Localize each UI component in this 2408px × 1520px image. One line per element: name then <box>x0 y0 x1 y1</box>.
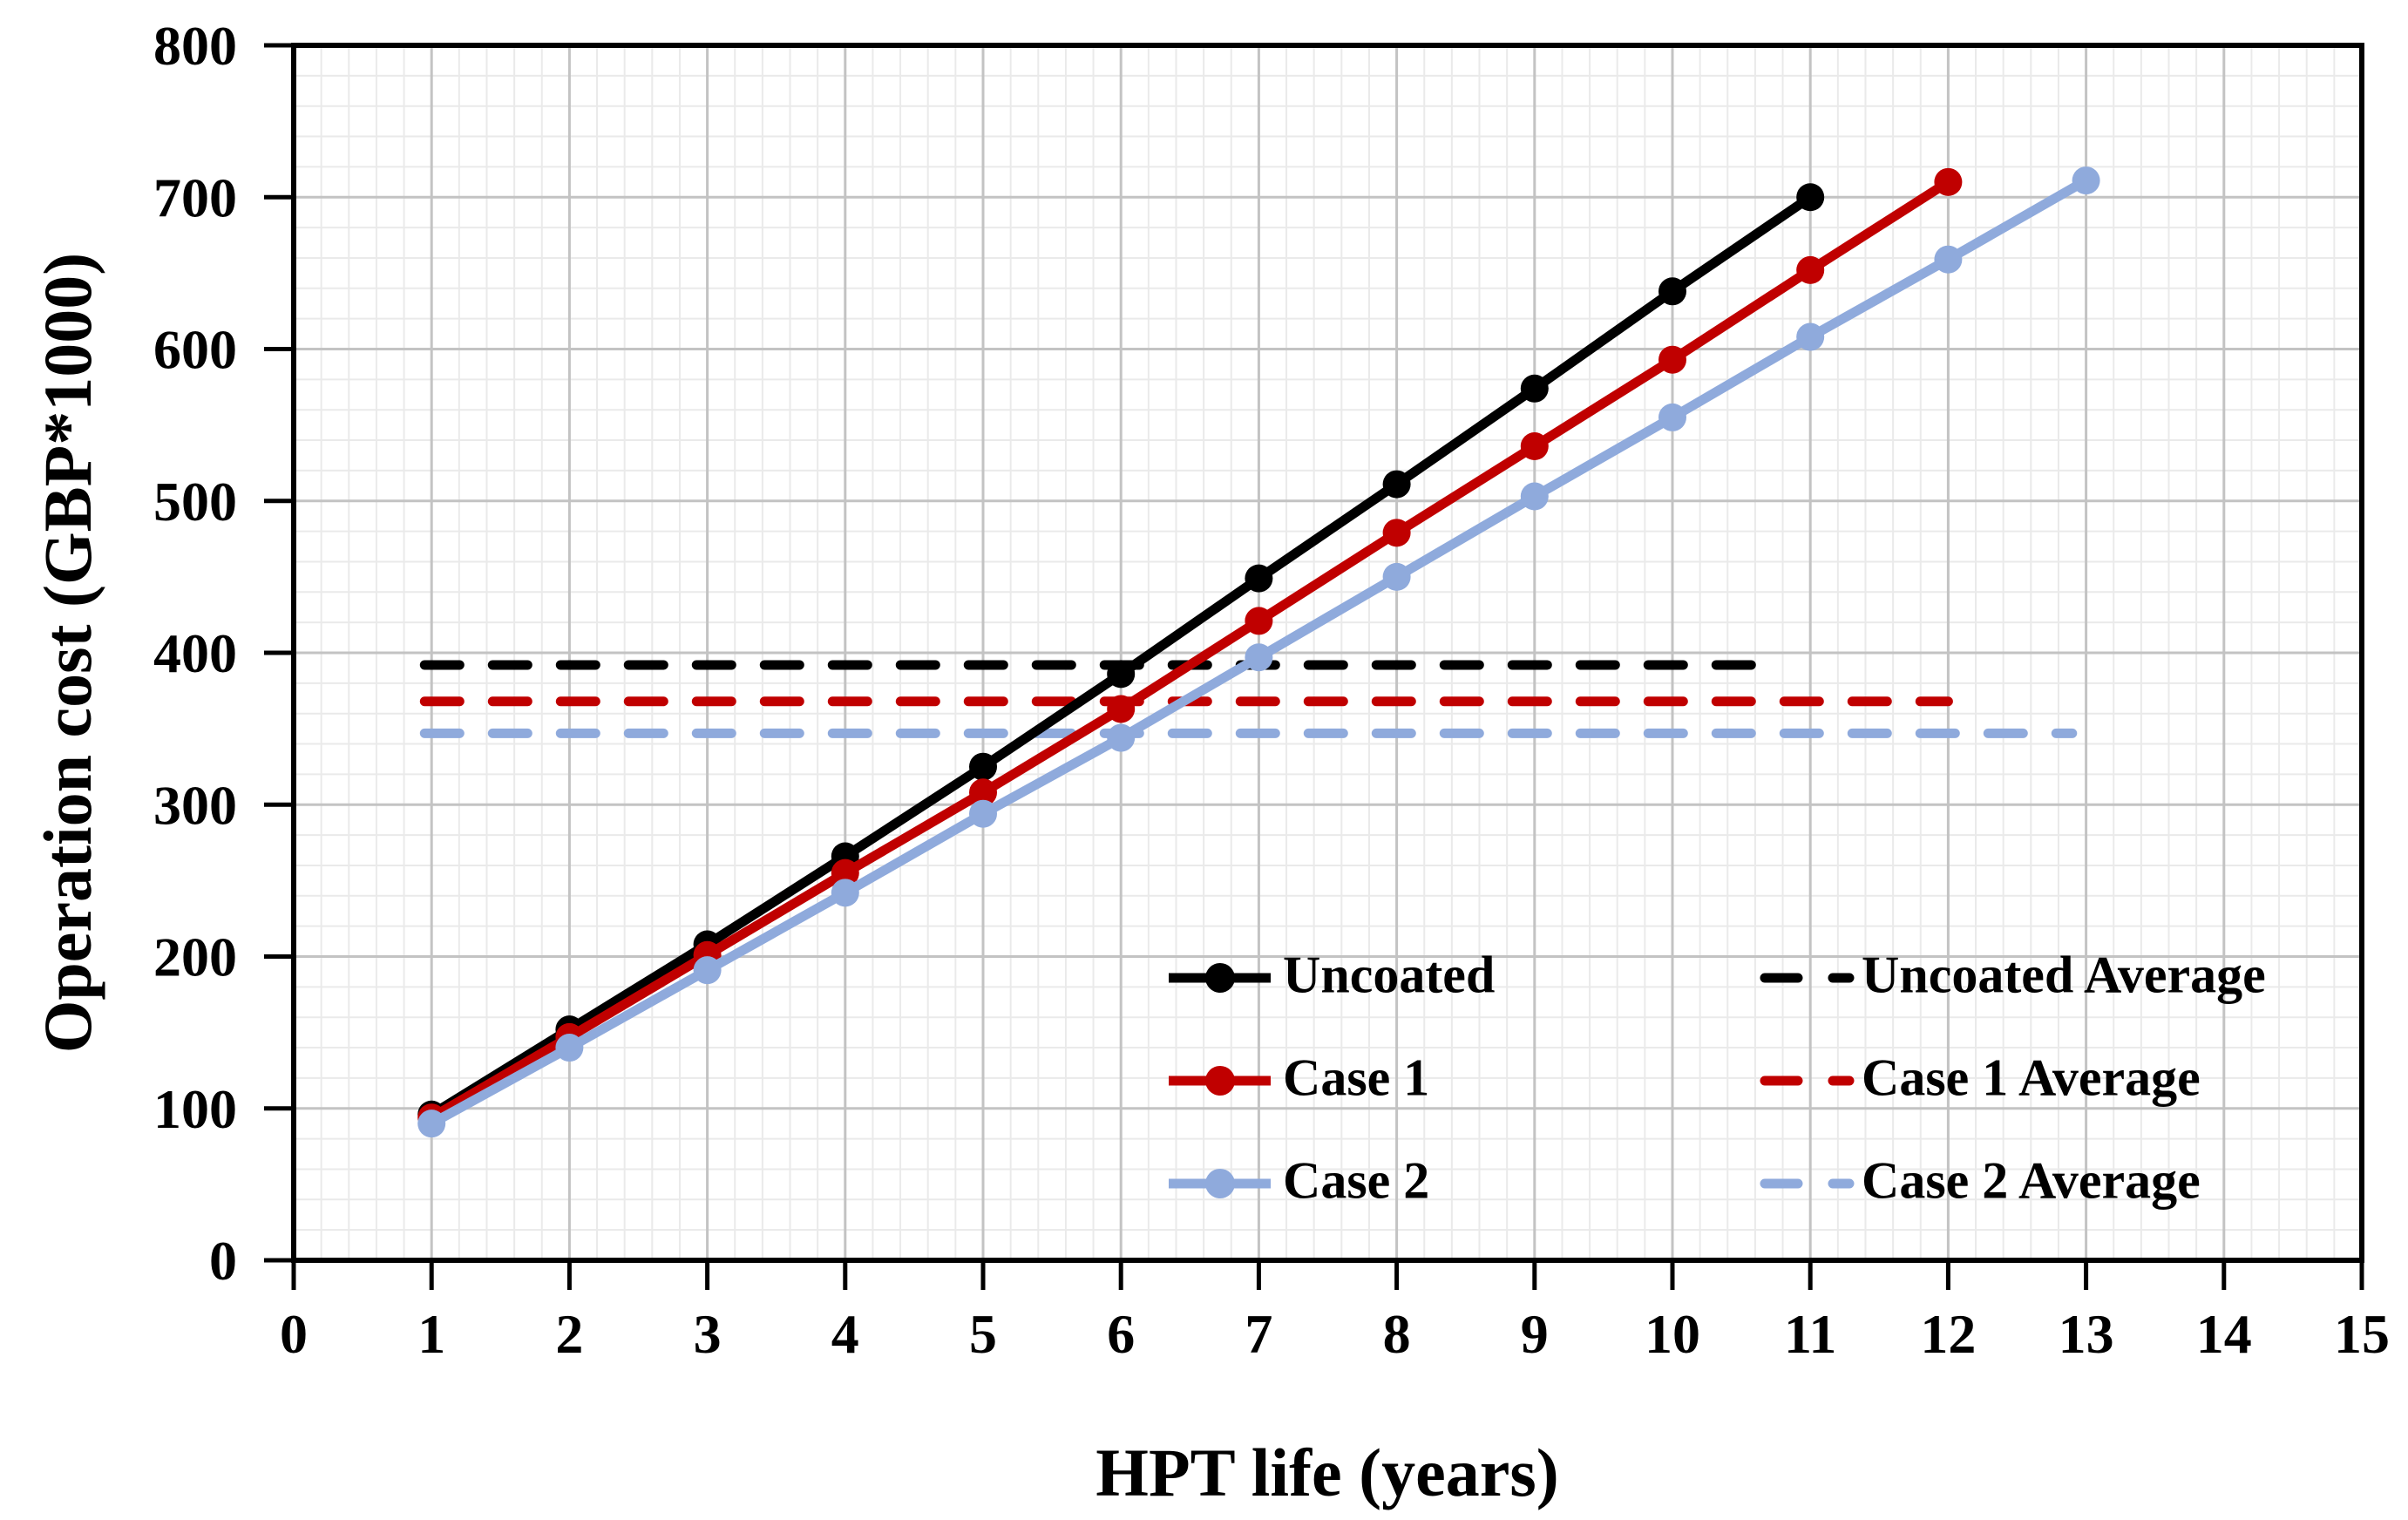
svg-text:0: 0 <box>280 1303 308 1365</box>
data-point <box>1796 255 1825 284</box>
data-point <box>1245 564 1273 593</box>
data-point <box>969 778 997 807</box>
svg-text:0: 0 <box>209 1230 237 1292</box>
data-point <box>969 799 997 828</box>
svg-text:15: 15 <box>2334 1303 2390 1365</box>
data-point <box>1934 245 1963 274</box>
legend-marker-dot <box>1205 1169 1235 1198</box>
data-point <box>1382 519 1411 547</box>
data-point <box>1658 277 1686 306</box>
svg-text:9: 9 <box>1521 1303 1549 1365</box>
data-point <box>417 1109 446 1138</box>
axis-ticks <box>264 43 2364 1290</box>
svg-text:13: 13 <box>2059 1303 2114 1365</box>
svg-text:200: 200 <box>153 926 237 988</box>
legend-label-uncoated: Uncoated <box>1283 946 1496 1004</box>
data-point <box>1382 470 1411 499</box>
data-point <box>2072 166 2100 195</box>
data-point <box>831 858 859 887</box>
data-point <box>1796 322 1825 351</box>
svg-text:4: 4 <box>831 1303 859 1365</box>
svg-text:400: 400 <box>153 622 237 684</box>
data-point <box>1658 345 1686 374</box>
average-lines <box>419 660 2078 738</box>
svg-text:14: 14 <box>2196 1303 2252 1365</box>
svg-text:3: 3 <box>694 1303 722 1365</box>
legend-label-case1: Case 1 <box>1283 1048 1430 1107</box>
svg-text:2: 2 <box>555 1303 583 1365</box>
x-axis-title: HPT life (years) <box>1095 1435 1559 1510</box>
svg-text:600: 600 <box>153 319 237 381</box>
data-point <box>1520 482 1549 511</box>
svg-text:12: 12 <box>1920 1303 1976 1365</box>
x-tick-labels: 0 1 2 3 4 5 6 7 8 9 10 11 12 13 14 15 <box>280 1303 2390 1365</box>
svg-text:11: 11 <box>1784 1303 1836 1365</box>
plot-border <box>291 43 2364 1263</box>
legend-label-case2-average: Case 2 Average <box>1862 1151 2201 1210</box>
svg-text:700: 700 <box>153 166 237 228</box>
svg-text:1: 1 <box>417 1303 445 1365</box>
legend-label-uncoated-average: Uncoated Average <box>1862 946 2266 1004</box>
data-point <box>1107 660 1136 689</box>
data-point <box>1796 183 1825 212</box>
data-point <box>693 956 722 985</box>
legend-label-case1-average: Case 1 Average <box>1862 1048 2201 1107</box>
data-point <box>1382 562 1411 591</box>
data-point <box>1107 695 1136 723</box>
y-axis-title: Operation cost (GBP*1000) <box>30 252 105 1054</box>
svg-text:100: 100 <box>153 1078 237 1140</box>
legend-marker-dot <box>1205 963 1235 993</box>
data-point <box>1245 607 1273 635</box>
data-point <box>1520 374 1549 403</box>
svg-text:500: 500 <box>153 471 237 533</box>
series-case-2 <box>417 166 2100 1138</box>
data-point <box>1245 643 1273 672</box>
data-point <box>969 752 997 781</box>
data-point <box>1934 167 1963 196</box>
svg-text:7: 7 <box>1245 1303 1272 1365</box>
y-tick-labels: 0 100 200 300 400 500 600 700 800 <box>153 15 237 1292</box>
svg-text:6: 6 <box>1107 1303 1135 1365</box>
data-point <box>1107 723 1136 752</box>
svg-text:800: 800 <box>153 15 237 77</box>
svg-text:8: 8 <box>1383 1303 1411 1365</box>
data-point <box>831 879 859 907</box>
data-point <box>1658 403 1686 431</box>
svg-text:5: 5 <box>969 1303 997 1365</box>
legend-markers <box>1169 963 1855 1198</box>
legend-marker-dot <box>1205 1066 1235 1096</box>
svg-text:10: 10 <box>1645 1303 1700 1365</box>
data-point <box>1520 432 1549 461</box>
data-point <box>555 1034 584 1062</box>
legend-label-case2: Case 2 <box>1283 1151 1430 1210</box>
svg-text:300: 300 <box>153 774 237 836</box>
